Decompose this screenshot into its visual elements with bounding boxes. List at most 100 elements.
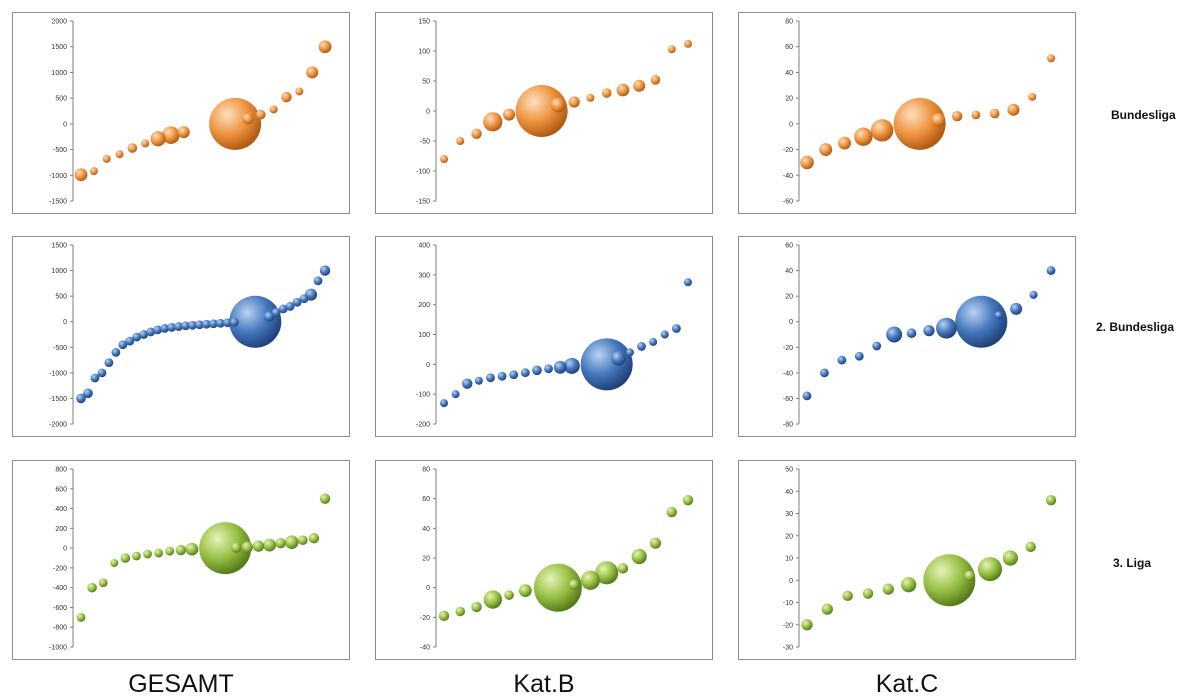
y-tick-label: 1500 (51, 44, 67, 51)
data-bubble (177, 126, 190, 139)
data-bubble (440, 155, 448, 163)
data-bubble (143, 549, 152, 559)
y-tick-label: 1000 (51, 70, 67, 77)
y-tick-label: -200 (53, 565, 67, 572)
data-bubble (649, 537, 662, 549)
row-label-3-liga: 3. Liga (1113, 556, 1152, 570)
data-bubble (127, 143, 138, 153)
data-bubble (923, 325, 935, 337)
data-bubble (568, 96, 580, 108)
chart-panel: 80 60 40 20 0 -20 -40 (375, 460, 713, 660)
data-bubble (1010, 302, 1023, 315)
data-bubble (150, 131, 166, 147)
data-bubble (842, 590, 853, 602)
y-tick-label: -100 (416, 169, 430, 176)
data-bubble (801, 619, 813, 631)
data-bubble (188, 320, 197, 330)
data-bubble (118, 340, 128, 350)
bubble-chart-svg: 80 60 40 20 0 -20 -40 -60 (783, 19, 1055, 206)
data-bubble (125, 336, 135, 346)
data-bubble (1028, 92, 1037, 101)
y-tick-label: 30 (785, 511, 793, 518)
y-tick-label: 40 (785, 489, 793, 496)
data-bubble (515, 85, 568, 137)
y-tick-label: 20 (785, 294, 793, 301)
data-bubble (682, 494, 694, 506)
data-bubble (319, 265, 331, 276)
data-bubble (553, 360, 567, 374)
y-tick-label: 100 (418, 332, 430, 339)
data-bubble (1047, 54, 1055, 63)
data-bubble (132, 332, 142, 342)
data-bubble (76, 612, 86, 622)
data-bubble (931, 113, 946, 127)
data-bubble (185, 542, 199, 556)
data-bubble (483, 112, 503, 132)
data-bubble (870, 119, 894, 142)
data-bubble (271, 308, 281, 317)
data-bubble (120, 553, 131, 563)
data-bubble (318, 40, 332, 54)
y-tick-label: 500 (55, 294, 67, 301)
y-tick-label: 0 (63, 319, 67, 326)
y-tick-label: 20 (422, 556, 430, 563)
data-bubble (504, 590, 514, 600)
data-bubble (313, 276, 323, 286)
y-tick-label: 0 (63, 546, 67, 553)
y-tick-label: -80 (783, 422, 793, 429)
data-bubble (209, 97, 262, 150)
data-bubble (821, 603, 833, 615)
data-bubble (153, 325, 163, 335)
y-tick-label: 0 (426, 585, 430, 592)
data-bubble (298, 535, 308, 545)
data-bubble (275, 537, 286, 549)
y-tick-label: 200 (55, 526, 67, 533)
row-label-bundesliga: Bundesliga (1111, 108, 1176, 122)
data-bubble (76, 393, 86, 404)
y-tick-label: 0 (426, 362, 430, 369)
data-bubble (616, 83, 630, 97)
y-tick-label: -40 (783, 370, 793, 377)
y-tick-label: 150 (418, 19, 430, 26)
data-bubble (474, 376, 483, 385)
data-bubble (295, 87, 304, 96)
data-bubble (854, 351, 864, 361)
data-bubble (872, 341, 882, 351)
y-tick-label: 50 (422, 79, 430, 86)
data-bubble (83, 388, 93, 399)
data-bubble (660, 330, 669, 339)
data-bubble (1029, 290, 1038, 299)
y-tick-label: -1000 (49, 173, 67, 180)
data-bubble (563, 357, 580, 374)
data-bubble (503, 108, 516, 121)
data-bubble (110, 558, 119, 567)
y-tick-label: -10 (783, 600, 793, 607)
data-bubble (98, 578, 108, 588)
y-tick-label: -2000 (49, 422, 67, 429)
y-tick-label: 800 (55, 467, 67, 474)
data-bubble (174, 322, 184, 331)
y-tick-label: 40 (785, 268, 793, 275)
data-bubble (440, 399, 448, 408)
data-bubble (160, 323, 170, 333)
data-bubble (649, 337, 658, 346)
data-bubble (631, 548, 647, 565)
data-bubble (568, 579, 580, 590)
data-bubble (252, 540, 265, 552)
y-tick-label: -40 (420, 645, 430, 652)
data-bubble (611, 351, 626, 366)
data-bubble (195, 320, 204, 330)
data-bubble (90, 373, 100, 383)
column-label-kat-b: Kat.B (513, 670, 575, 698)
y-tick-label: -60 (783, 199, 793, 206)
data-bubble (483, 590, 502, 609)
chart-panel: 800 600 400 200 0 -200 -400 -600 -800 -1000 (12, 460, 350, 660)
row-label-2-bundesliga: 2. Bundesliga (1096, 320, 1175, 334)
data-bubble (89, 167, 98, 176)
data-bubble (319, 493, 331, 504)
data-bubble (111, 348, 121, 357)
y-tick-label: -500 (53, 345, 67, 352)
data-bubble (167, 322, 177, 332)
y-tick-label: -20 (783, 345, 793, 352)
data-bubble (165, 546, 175, 556)
